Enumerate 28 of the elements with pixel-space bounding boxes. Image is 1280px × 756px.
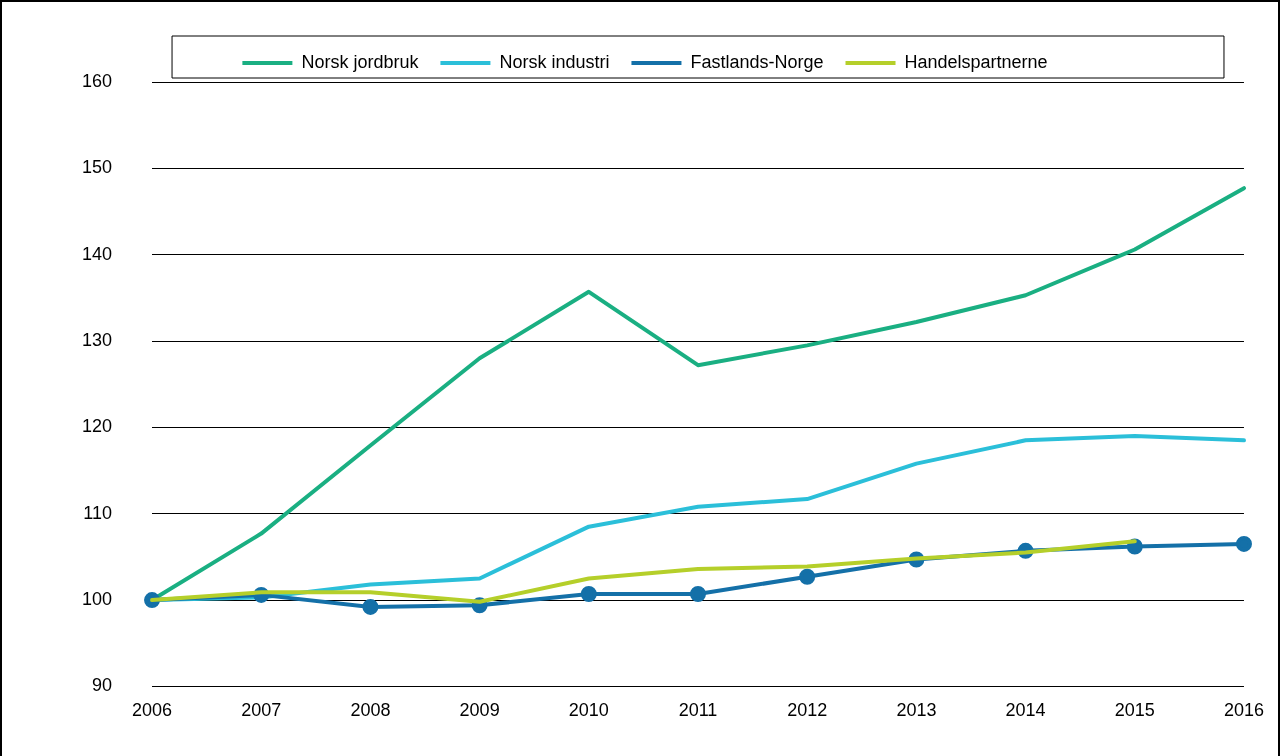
- legend-label: Norsk industri: [499, 51, 610, 72]
- y-tick-label: 110: [83, 502, 113, 523]
- y-tick-label: 100: [81, 589, 113, 610]
- x-tick-label: 2011: [678, 700, 718, 721]
- x-tick-label: 2012: [787, 700, 828, 721]
- legend-label: Norsk jordbruk: [301, 51, 420, 72]
- x-tick-label: 2008: [350, 700, 391, 721]
- y-tick-label: 120: [81, 416, 113, 437]
- y-tick-label: 130: [81, 330, 113, 350]
- x-tick-label: 2007: [241, 700, 282, 721]
- y-tick-label: 160: [81, 70, 113, 91]
- x-tick-label: 2009: [459, 700, 500, 721]
- legend-label: Fastlands-Norge: [690, 51, 824, 72]
- x-tick-label: 2015: [1114, 700, 1155, 721]
- x-tick-label: 2013: [896, 700, 937, 721]
- legend-label: Handelspartnerne: [904, 51, 1048, 72]
- y-tick-label: 90: [92, 675, 113, 696]
- point: [580, 586, 597, 603]
- y-tick-label: 140: [81, 243, 113, 264]
- point: [362, 598, 379, 615]
- point: [799, 568, 816, 585]
- x-tick-label: 2014: [1005, 700, 1046, 721]
- x-tick-label: 2016: [1223, 700, 1264, 721]
- y-tick-label: 150: [81, 157, 113, 178]
- x-tick-label: 2010: [568, 700, 609, 721]
- x-tick-label: 2006: [132, 700, 173, 721]
- point: [690, 586, 707, 603]
- point: [1235, 535, 1252, 552]
